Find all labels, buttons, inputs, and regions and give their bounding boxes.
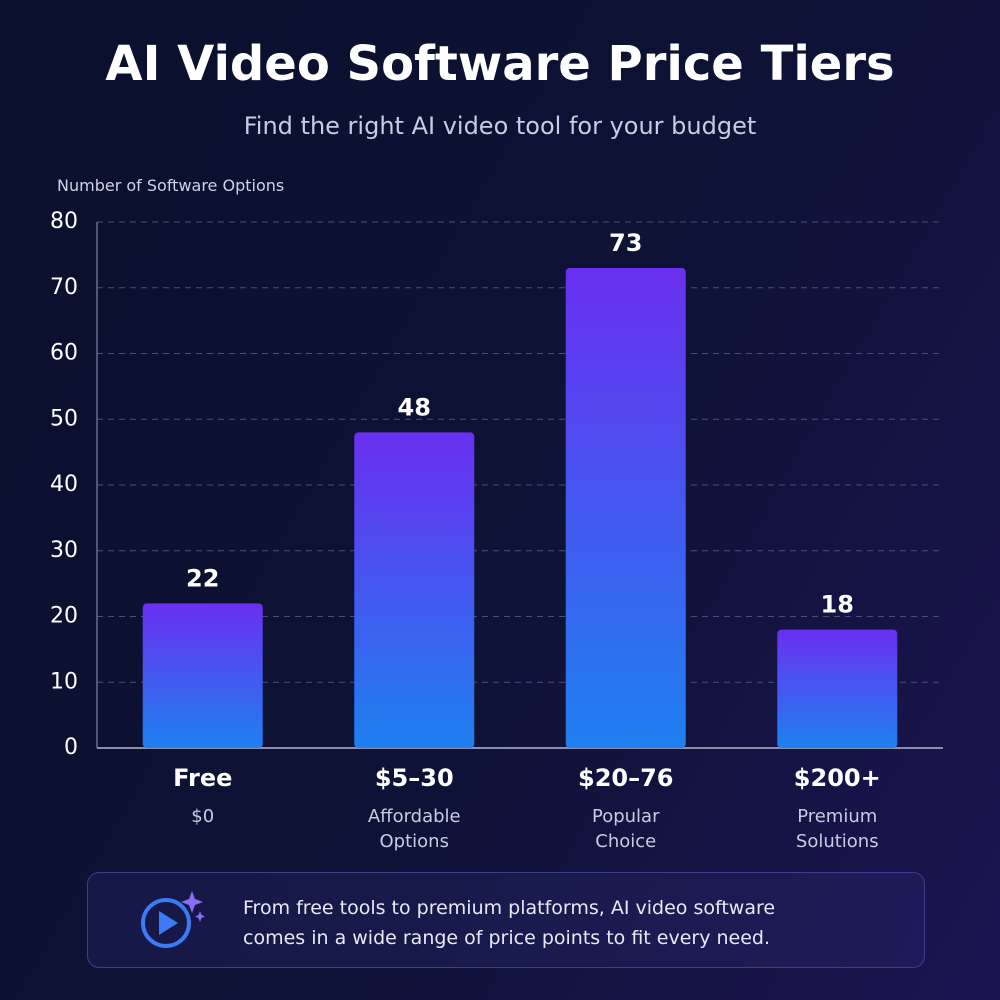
bar <box>565 268 686 748</box>
y-tick-label: 70 <box>50 275 78 300</box>
x-tick-label: $20–76 <box>578 764 674 792</box>
bar <box>354 432 475 748</box>
y-tick-label: 0 <box>64 735 78 760</box>
chart-subtitle: Find the right AI video tool for your bu… <box>243 112 757 140</box>
category-note: Affordable Options <box>367 806 461 852</box>
value-label: 22 <box>186 564 219 592</box>
value-label: 18 <box>821 591 854 619</box>
bar <box>142 603 263 748</box>
x-tick-label: $200+ <box>793 764 881 792</box>
chart-title: AI Video Software Price Tiers <box>105 36 895 92</box>
y-tick-label: 50 <box>50 406 78 431</box>
y-tick-label: 60 <box>50 341 78 366</box>
x-tick-label: Free <box>173 764 233 792</box>
y-tick-label: 20 <box>50 604 78 629</box>
y-tick-label: 30 <box>50 538 78 563</box>
category-note: Premium Solutions <box>795 806 879 852</box>
x-tick-label: $5–30 <box>374 764 454 792</box>
y-tick-label: 10 <box>50 669 78 694</box>
value-label: 48 <box>398 393 431 421</box>
play-icon <box>141 891 205 948</box>
y-tick-label: 40 <box>50 472 78 497</box>
category-note: Popular Choice <box>592 806 660 852</box>
footer-box: From free tools to premium platforms, AI… <box>87 872 925 968</box>
category-note: $0 <box>191 806 215 827</box>
bar <box>777 629 898 748</box>
y-axis-label: Number of Software Options <box>57 176 285 195</box>
value-label: 73 <box>609 229 642 257</box>
footer-text: From free tools to premium platforms, AI… <box>243 897 776 949</box>
y-tick-label: 80 <box>50 209 78 234</box>
